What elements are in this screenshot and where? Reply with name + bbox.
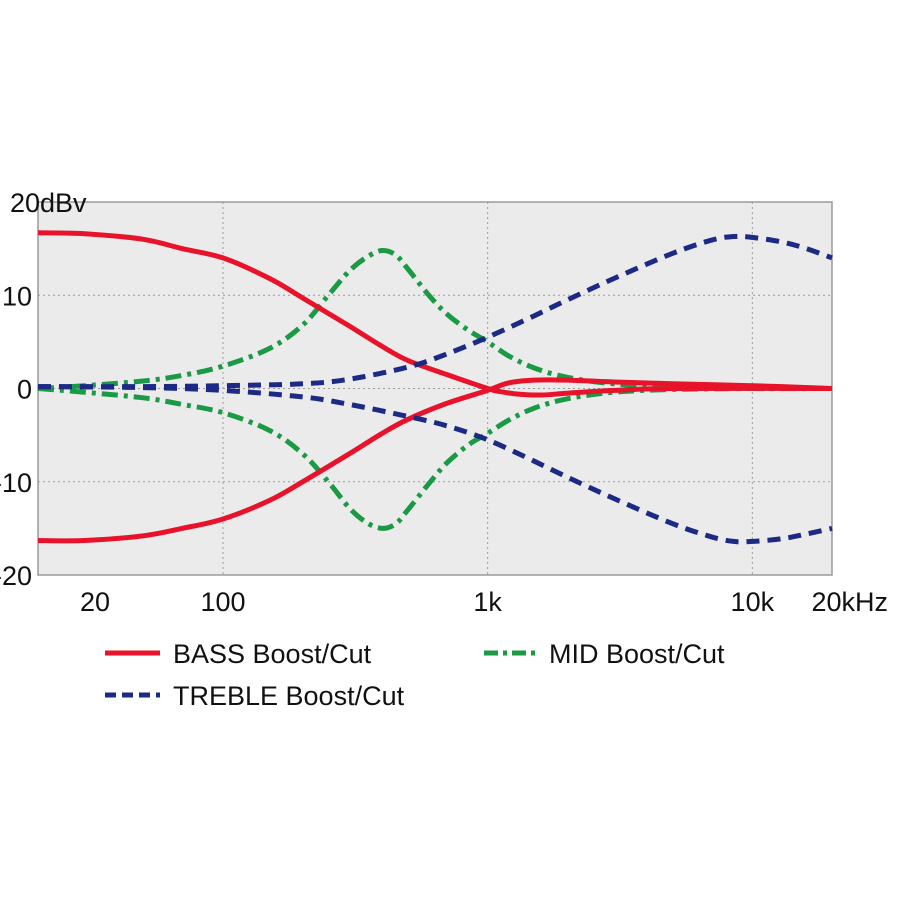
y-tick-label: -20: [0, 561, 32, 591]
x-axis-tick-labels: 20 100 1k 10k 20kHz: [80, 587, 888, 617]
legend-label-treble: TREBLE Boost/Cut: [173, 681, 405, 711]
legend-label-mid: MID Boost/Cut: [549, 639, 725, 669]
x-tick-label: 20kHz: [811, 587, 888, 617]
series-curves: [37, 230, 833, 545]
y-tick-label: 10: [2, 281, 32, 311]
legend-label-bass: BASS Boost/Cut: [173, 639, 372, 669]
y-axis-tick-labels: 20dBv 10 0 -10 -20: [0, 188, 87, 591]
y-tick-label: 0: [17, 375, 32, 405]
y-tick-label: 20dBv: [10, 188, 87, 218]
treble-curve-boost: [37, 233, 833, 390]
mid-curve-cut: [37, 385, 833, 531]
treble-curve-cut: [37, 384, 833, 545]
x-tick-label: 1k: [473, 587, 502, 617]
x-tick-label: 20: [80, 587, 110, 617]
y-tick-label: -10: [0, 468, 32, 498]
bass-curve-cut: [37, 377, 833, 544]
x-tick-label: 100: [200, 587, 245, 617]
legend: BASS Boost/Cut MID Boost/Cut TREBLE Boost/…: [105, 639, 725, 711]
x-tick-label: 10k: [731, 587, 775, 617]
